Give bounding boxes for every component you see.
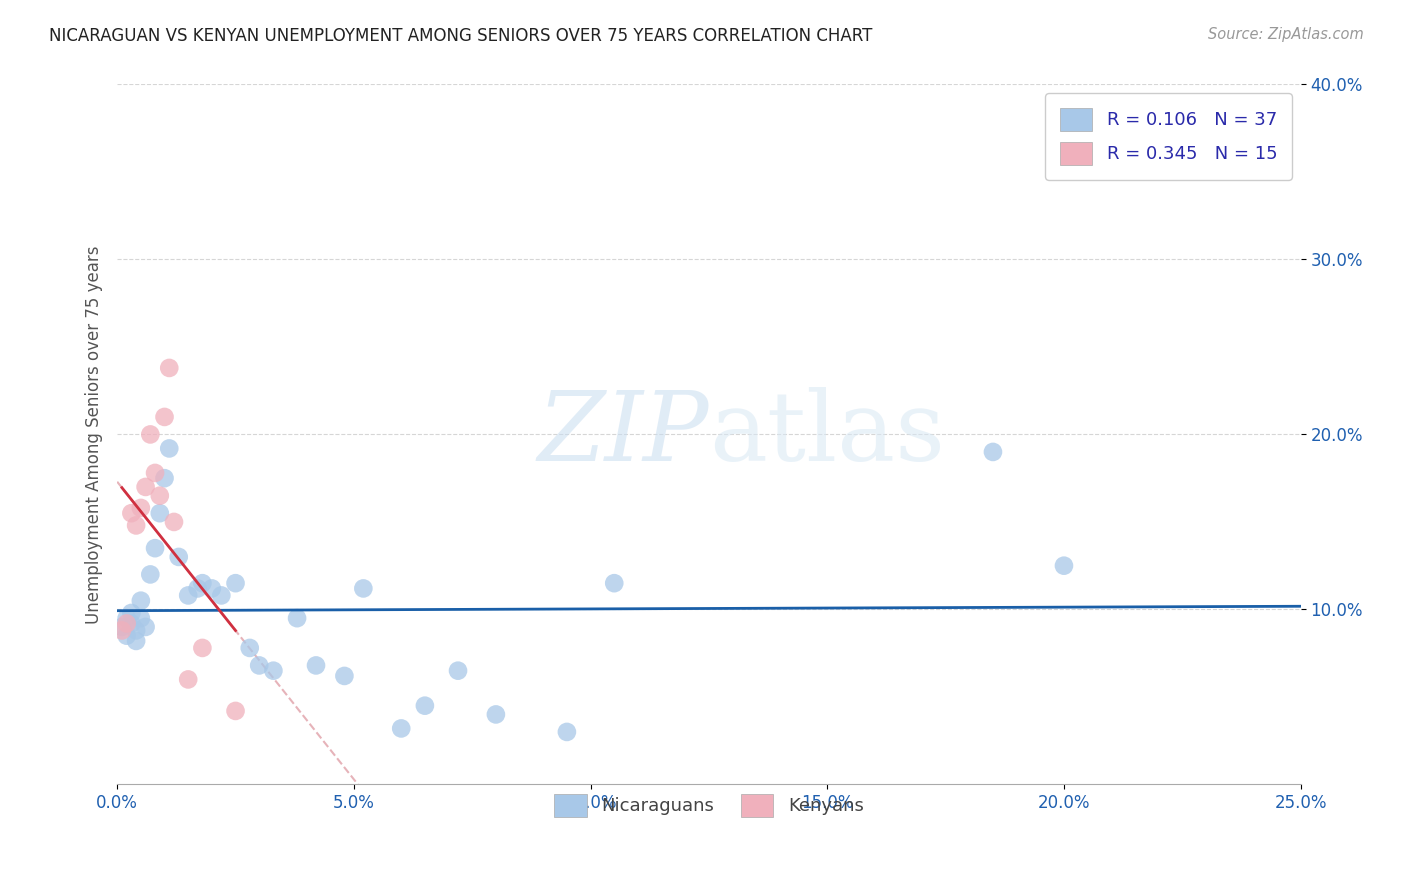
- Point: [187, 582, 209, 596]
- Point: [485, 707, 508, 722]
- Point: [333, 669, 356, 683]
- Point: [305, 658, 328, 673]
- Point: [120, 616, 142, 631]
- Point: [201, 582, 224, 596]
- Point: [135, 620, 157, 634]
- Point: [603, 576, 626, 591]
- Point: [111, 620, 134, 634]
- Point: [153, 409, 176, 424]
- Y-axis label: Unemployment Among Seniors over 75 years: Unemployment Among Seniors over 75 years: [86, 245, 103, 624]
- Point: [157, 360, 180, 375]
- Point: [143, 541, 166, 556]
- Point: [167, 549, 190, 564]
- Point: [129, 500, 152, 515]
- Point: [129, 593, 152, 607]
- Point: [120, 506, 142, 520]
- Point: [125, 624, 148, 638]
- Point: [177, 589, 200, 603]
- Point: [555, 725, 578, 739]
- Point: [125, 518, 148, 533]
- Point: [120, 606, 142, 620]
- Point: [285, 611, 308, 625]
- Point: [239, 640, 262, 655]
- Point: [139, 567, 162, 582]
- Text: atlas: atlas: [709, 387, 945, 482]
- Text: ZIP: ZIP: [537, 387, 709, 482]
- Point: [129, 611, 152, 625]
- Point: [247, 658, 270, 673]
- Point: [163, 515, 186, 529]
- Text: Source: ZipAtlas.com: Source: ZipAtlas.com: [1208, 27, 1364, 42]
- Point: [225, 704, 247, 718]
- Point: [225, 576, 247, 591]
- Point: [177, 673, 200, 687]
- Point: [125, 634, 148, 648]
- Point: [153, 471, 176, 485]
- Point: [149, 506, 172, 520]
- Point: [135, 480, 157, 494]
- Point: [352, 582, 374, 596]
- Point: [981, 445, 1004, 459]
- Point: [157, 442, 180, 456]
- Text: NICARAGUAN VS KENYAN UNEMPLOYMENT AMONG SENIORS OVER 75 YEARS CORRELATION CHART: NICARAGUAN VS KENYAN UNEMPLOYMENT AMONG …: [49, 27, 873, 45]
- Point: [149, 489, 172, 503]
- Point: [1053, 558, 1076, 573]
- Point: [115, 616, 138, 631]
- Point: [262, 664, 284, 678]
- Point: [111, 624, 134, 638]
- Point: [389, 722, 412, 736]
- Point: [413, 698, 436, 713]
- Point: [447, 664, 470, 678]
- Point: [115, 611, 138, 625]
- Point: [191, 640, 214, 655]
- Point: [143, 466, 166, 480]
- Legend: Nicaraguans, Kenyans: Nicaraguans, Kenyans: [547, 787, 870, 824]
- Point: [191, 576, 214, 591]
- Point: [115, 629, 138, 643]
- Point: [139, 427, 162, 442]
- Point: [209, 589, 232, 603]
